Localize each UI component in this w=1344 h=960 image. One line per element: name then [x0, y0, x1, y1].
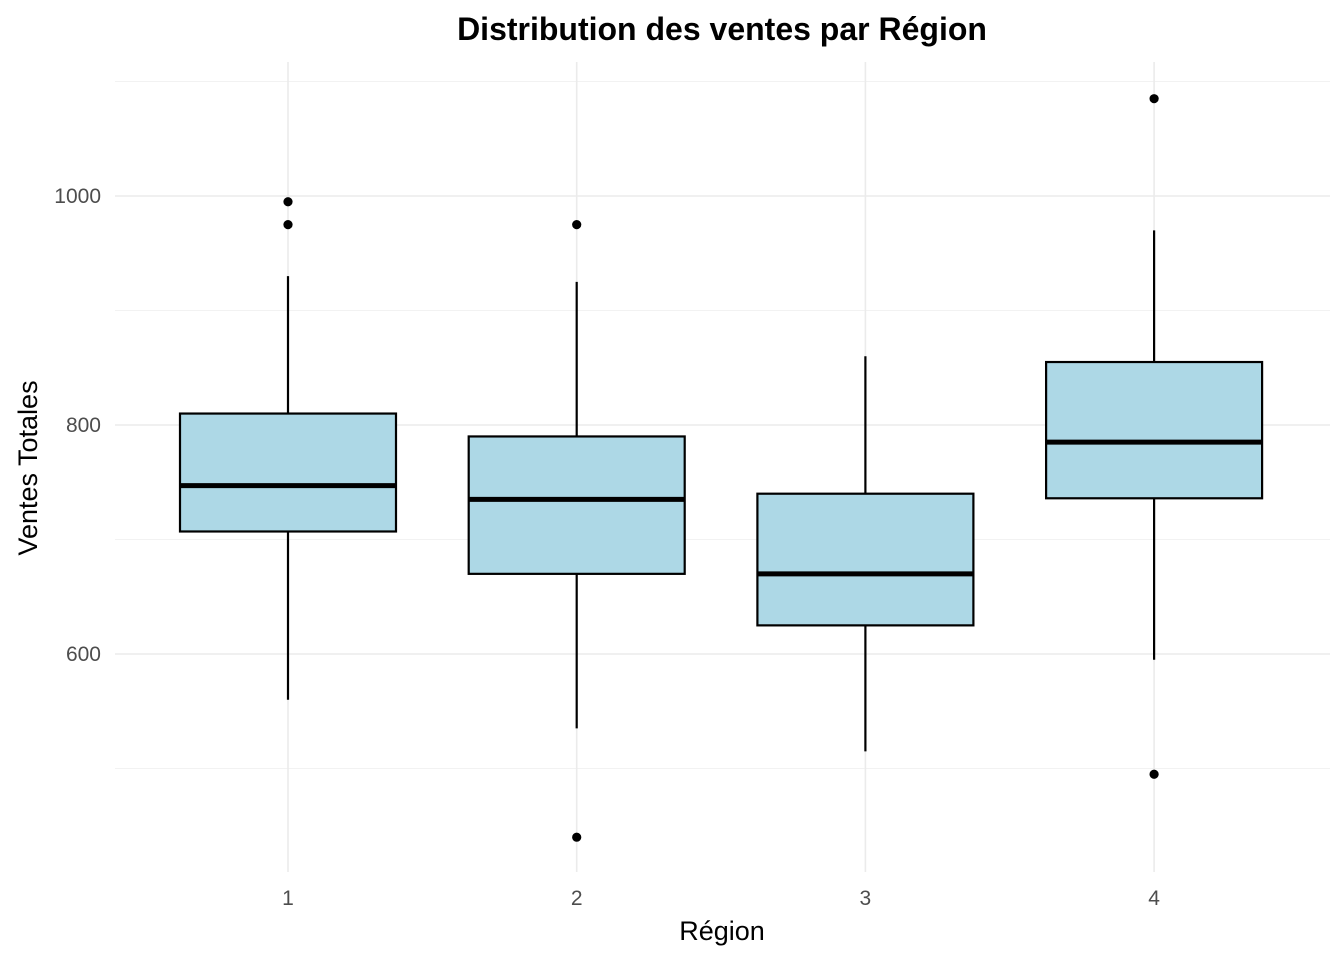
x-axis-title: Région [679, 916, 765, 946]
outlier-point [283, 197, 293, 207]
x-tick-label: 4 [1148, 887, 1160, 910]
x-tick-label: 3 [860, 887, 872, 910]
box-iqr [1044, 360, 1264, 500]
box-region-3 [756, 356, 975, 752]
x-tick-label: 1 [282, 887, 294, 910]
y-axis-ticks: 600 800 1000 [54, 185, 101, 666]
box-region-2 [467, 220, 686, 842]
outlier-point [1149, 769, 1159, 779]
box-iqr [178, 412, 398, 533]
y-tick-label: 800 [66, 414, 101, 437]
box-region-1 [178, 197, 398, 700]
outlier-point [572, 220, 582, 230]
y-axis-title: Ventes Totales [13, 380, 43, 555]
box-iqr [467, 435, 686, 575]
outlier-point [1149, 94, 1159, 104]
box-region-4 [1044, 94, 1264, 779]
outlier-point [572, 832, 582, 842]
outlier-point [283, 220, 293, 230]
boxes [178, 94, 1264, 842]
box-iqr [756, 492, 975, 627]
chart-title: Distribution des ventes par Région [457, 11, 987, 47]
x-axis-ticks: 1 2 3 4 [282, 887, 1160, 910]
y-tick-label: 1000 [54, 185, 101, 208]
y-tick-label: 600 [66, 643, 101, 666]
x-tick-label: 2 [571, 887, 583, 910]
